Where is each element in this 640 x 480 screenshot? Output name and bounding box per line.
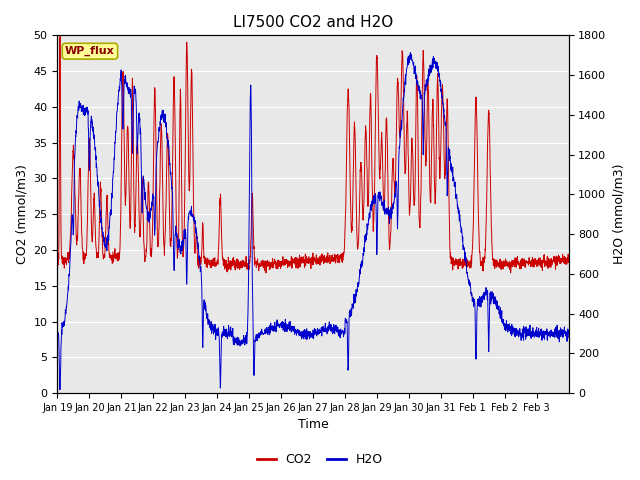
X-axis label: Time: Time bbox=[298, 419, 328, 432]
Y-axis label: H2O (mmol/m3): H2O (mmol/m3) bbox=[612, 164, 625, 264]
Legend: CO2, H2O: CO2, H2O bbox=[252, 448, 388, 471]
Title: LI7500 CO2 and H2O: LI7500 CO2 and H2O bbox=[233, 15, 393, 30]
Text: WP_flux: WP_flux bbox=[65, 46, 115, 56]
Y-axis label: CO2 (mmol/m3): CO2 (mmol/m3) bbox=[15, 164, 28, 264]
